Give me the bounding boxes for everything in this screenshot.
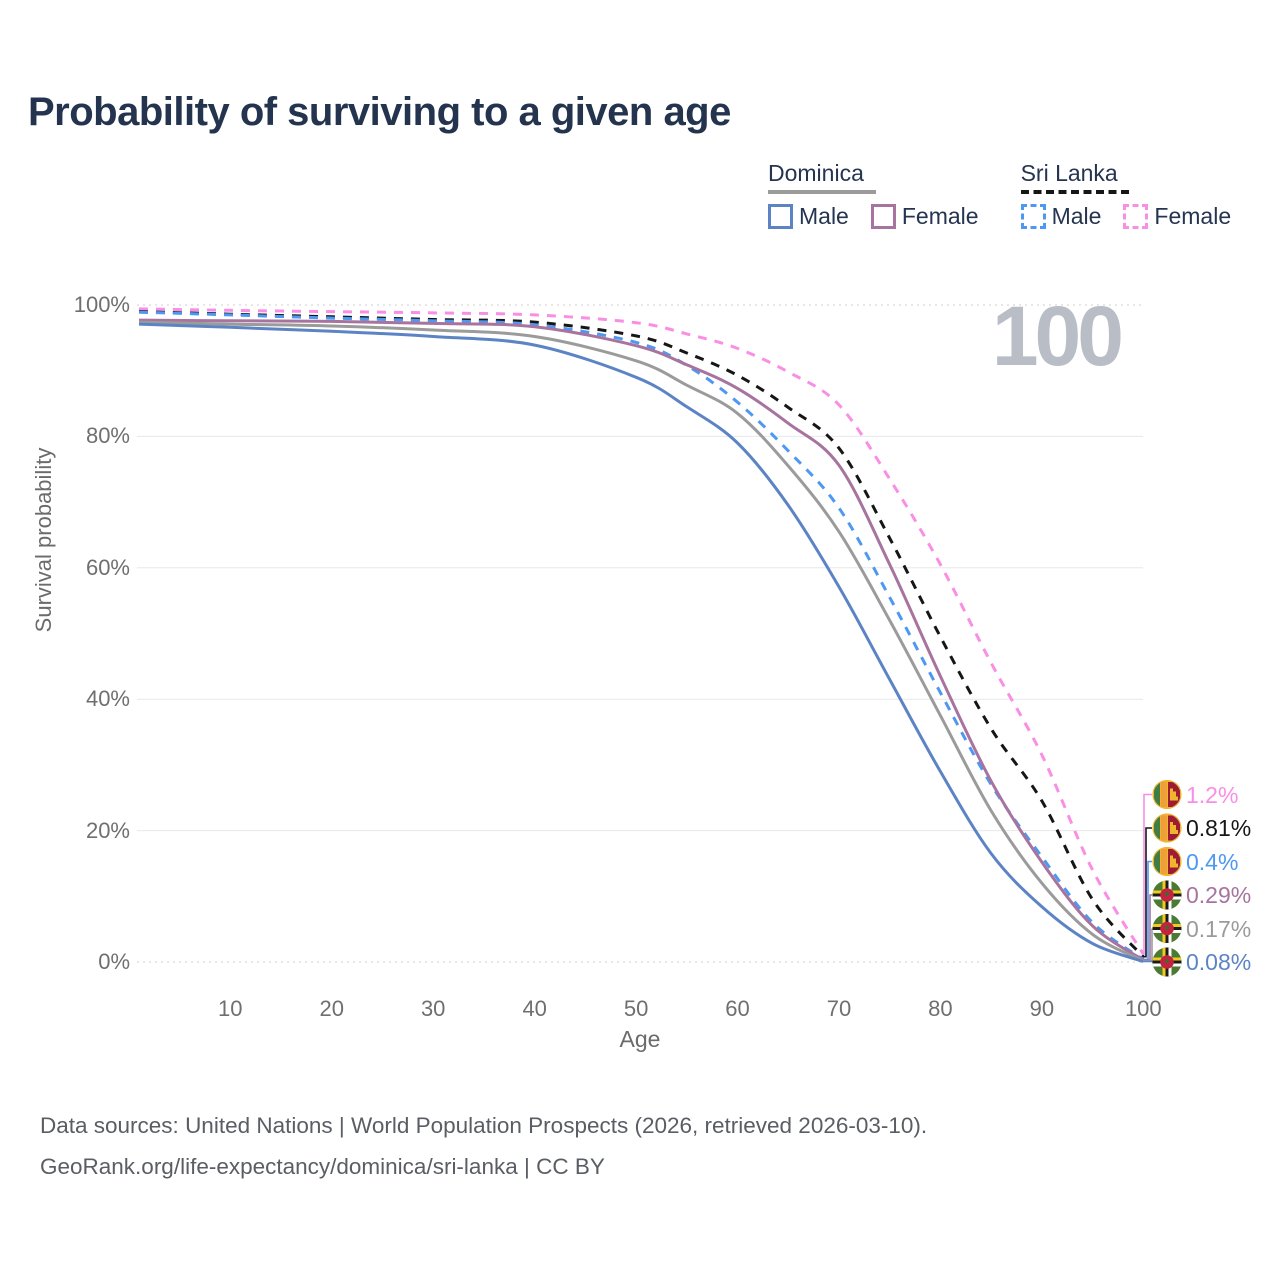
x-axis-title: Age (619, 1026, 661, 1052)
end-label-connector (1143, 793, 1152, 955)
checkbox-swatch-icon (870, 204, 896, 229)
sri-lanka-flag-icon (1152, 780, 1182, 809)
y-tick-label: 40% (85, 686, 130, 712)
end-label-value: 0.81% (1186, 815, 1252, 841)
end-label-connector (1143, 960, 1155, 963)
end-label-value: 0.08% (1186, 949, 1252, 975)
x-tick-label: 40 (522, 996, 547, 1021)
end-label-value: 0.17% (1186, 915, 1252, 942)
x-tick-label: 20 (319, 996, 345, 1021)
series-line-sri-lanka-female (138, 307, 1145, 955)
end-label-value: 1.2% (1186, 781, 1239, 808)
legend-rule-sri-lanka (1020, 190, 1129, 194)
x-tick-label: 50 (623, 996, 649, 1021)
legend-group-label: Sri Lanka (1020, 160, 1118, 186)
footer: Data sources: United Nations | World Pop… (40, 1106, 927, 1187)
series-line-dominica-female (138, 318, 1145, 962)
legend-item-label: Male (1051, 203, 1102, 229)
x-tick-label: 30 (420, 996, 446, 1021)
y-tick-label: 0% (98, 949, 130, 974)
legend-item-sri-lanka-male[interactable]: Male (1020, 203, 1102, 230)
sri-lanka-flag-icon (1152, 813, 1182, 843)
end-label-connector (1143, 827, 1152, 958)
end-label-connector (1143, 894, 1152, 961)
legend-rule-dominica (768, 190, 876, 194)
end-label-value: 0.29% (1186, 882, 1252, 908)
checkbox-swatch-icon (1123, 204, 1149, 229)
x-tick-label: 80 (928, 996, 953, 1021)
footer-sources: Data sources: United Nations | World Pop… (40, 1113, 928, 1138)
legend-group-sri-lanka: Sri Lanka Male Female (1020, 160, 1231, 230)
x-tick-label: 70 (826, 996, 852, 1021)
sri-lanka-flag-icon (1152, 847, 1182, 876)
checkbox-swatch-icon (1020, 204, 1046, 229)
legend-item-dominica-female[interactable]: Female (870, 203, 979, 230)
y-tick-label: 80% (85, 423, 130, 449)
dominica-flag-icon (1152, 914, 1182, 943)
x-tick-label: 10 (218, 996, 243, 1021)
legend-item-label: Female (1154, 203, 1232, 229)
age-watermark: 100 (991, 289, 1124, 383)
legend-item-label: Female (901, 203, 979, 229)
legend: Dominica Male Female Sri Lanka Male (768, 160, 1231, 230)
y-axis-title: Survival probability (31, 447, 56, 633)
checkbox-swatch-icon (768, 204, 793, 229)
legend-group-label: Dominica (768, 160, 864, 186)
end-label-value: 0.4% (1186, 848, 1239, 875)
legend-item-dominica-male[interactable]: Male (768, 203, 849, 230)
legend-item-sri-lanka-female[interactable]: Female (1123, 203, 1231, 230)
footer-link: GeoRank.org/life-expectancy/dominica/sri… (40, 1153, 605, 1179)
x-tick-label: 100 (1124, 996, 1162, 1021)
series-line-dominica-male (138, 322, 1144, 963)
y-tick-label: 60% (85, 554, 130, 580)
legend-group-dominica: Dominica Male Female (768, 160, 979, 230)
y-tick-label: 100% (73, 292, 130, 317)
dominica-flag-icon (1152, 880, 1182, 910)
x-tick-label: 60 (725, 996, 750, 1021)
y-tick-label: 20% (85, 817, 130, 843)
chart-title: Probability of surviving to a given age (28, 90, 731, 134)
series-line-sri-lanka-both-sexes (138, 310, 1145, 958)
series-line-sri-lanka-male (138, 310, 1145, 961)
x-tick-label: 90 (1029, 996, 1055, 1021)
series-line-dominica-both-sexes (138, 320, 1144, 963)
dominica-flag-icon (1152, 947, 1182, 977)
legend-item-label: Male (799, 203, 849, 229)
